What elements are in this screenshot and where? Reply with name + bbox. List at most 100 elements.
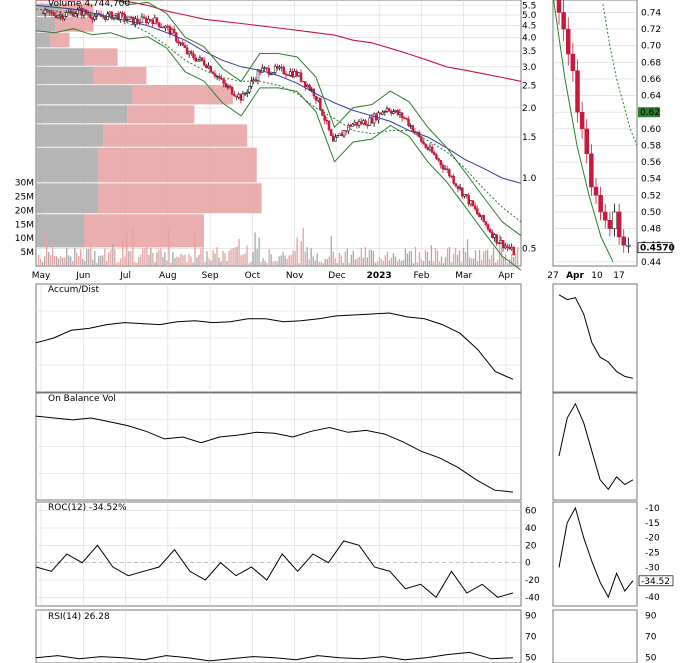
volume-bar — [122, 239, 124, 266]
roc-value-box — [638, 575, 674, 587]
month-label: Nov — [286, 271, 304, 281]
obv-line — [35, 415, 514, 493]
zoom-panel-frame-3 — [552, 501, 638, 607]
candle-body — [43, 9, 47, 14]
zoom-date-label: 27 — [547, 271, 558, 281]
zoom-candle-body — [570, 53, 576, 71]
candle-body — [121, 12, 124, 15]
candle-body — [248, 86, 251, 93]
volume-bar — [334, 258, 336, 266]
volume-bar — [92, 259, 94, 266]
volume-bar — [490, 255, 493, 266]
candle-body — [422, 141, 425, 145]
candle-body — [476, 208, 479, 215]
candle-body — [224, 83, 227, 87]
candle-body — [144, 17, 148, 23]
volume-bar — [262, 258, 264, 266]
volume-bar — [238, 238, 240, 266]
month-label: Feb — [413, 271, 429, 281]
volume-bar — [214, 253, 216, 266]
roc-tick-label: 60 — [525, 507, 537, 517]
candle-body — [243, 93, 247, 95]
candle-body — [409, 125, 412, 127]
candle-body — [297, 72, 301, 77]
candle-body — [172, 28, 176, 33]
panel-frame-3 — [35, 501, 522, 607]
candle-body — [179, 42, 182, 44]
volume-bar — [94, 250, 96, 266]
candle-body — [203, 60, 206, 66]
candle-body — [439, 160, 442, 166]
volume-bar — [304, 251, 306, 266]
zoom-panel-frame-0 — [552, 0, 638, 267]
roc-tick-label: 0 — [525, 559, 531, 569]
candle-body — [200, 57, 204, 61]
candle-body — [426, 147, 430, 150]
volume-bar — [438, 261, 441, 266]
volume-bar — [138, 256, 140, 266]
candle-body — [424, 143, 427, 148]
volume-bar — [200, 248, 202, 266]
volume-bar — [282, 252, 284, 266]
vbp-down-bar — [98, 147, 257, 183]
candle-body — [157, 22, 161, 28]
candle-body — [377, 112, 380, 121]
obv-zoom-line — [558, 402, 634, 491]
volume-bar — [86, 248, 88, 266]
volume-bar — [320, 261, 322, 266]
candle-body — [187, 51, 191, 55]
volume-bar — [54, 255, 56, 266]
vbp-down-bar — [84, 48, 118, 66]
zoom-panel-frame-1 — [552, 283, 638, 393]
roc-zoom-tick-label: -10 — [645, 504, 660, 514]
volume-bar — [496, 260, 499, 266]
candle-body — [209, 65, 212, 73]
volume-bar — [116, 262, 118, 266]
volume-bars — [38, 225, 519, 266]
volume-bar — [386, 251, 389, 266]
volume-bar — [352, 250, 354, 266]
candle-body — [218, 75, 221, 79]
zoom-candle-body — [621, 236, 626, 246]
volume-bar — [340, 255, 342, 266]
candle-body — [65, 12, 68, 17]
volume-bar — [324, 259, 326, 266]
volume-bar — [100, 255, 102, 266]
candle-body — [254, 79, 258, 81]
volume-bar — [232, 248, 234, 266]
rsi-zoom-tick-label: 70 — [645, 633, 657, 643]
candle-body — [387, 108, 391, 112]
candle-body — [151, 20, 154, 25]
vbp-up-bar — [36, 183, 99, 214]
volume-bar — [190, 256, 192, 266]
candle-body — [437, 158, 440, 161]
volume-bar — [44, 256, 46, 266]
candle-body — [153, 17, 157, 25]
candle-body — [364, 120, 367, 126]
volume-bar — [484, 250, 487, 266]
volume-bar — [286, 258, 288, 266]
price-tick-label: 3.0 — [522, 63, 537, 73]
volume-bar — [70, 256, 72, 266]
candle-body — [381, 111, 384, 115]
candle-body — [230, 86, 234, 95]
volume-bar — [384, 255, 387, 266]
volume-bar — [498, 234, 501, 266]
price-tick-label: 4.5 — [522, 22, 536, 32]
month-label: May — [32, 271, 51, 281]
volume-bar — [222, 250, 224, 266]
candle-body — [435, 154, 438, 159]
zoom-price-tick-label: 0.58 — [641, 141, 661, 151]
volume-bar — [382, 260, 385, 266]
candle-body — [138, 21, 141, 24]
candle-body — [207, 65, 210, 69]
zoom-panel-frame-2 — [552, 392, 638, 501]
candle-body — [493, 234, 496, 238]
month-label: Aug — [159, 271, 177, 281]
volume-bar — [342, 262, 344, 266]
vbp-down-bar — [103, 124, 248, 147]
volume-bar — [204, 261, 206, 266]
price-tick-label: 5.5 — [522, 1, 536, 11]
candle-body — [433, 152, 436, 156]
candle-body — [394, 110, 397, 112]
